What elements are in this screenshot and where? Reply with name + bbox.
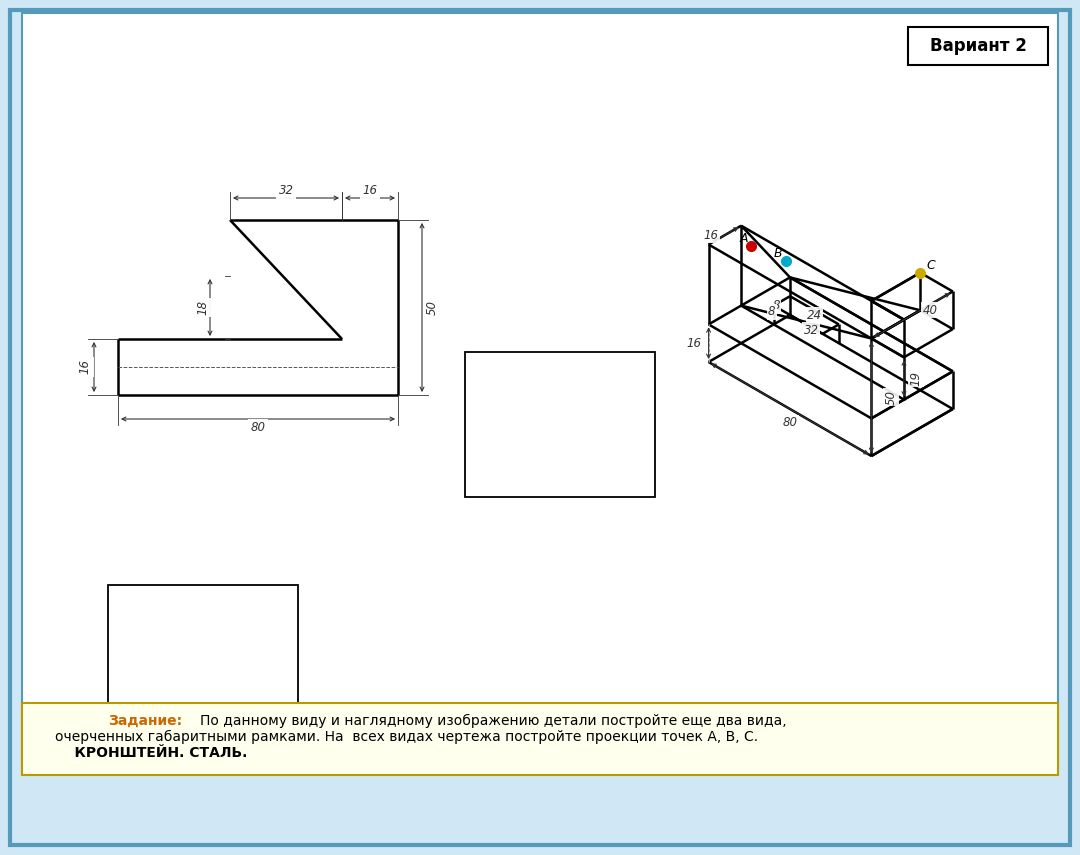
Text: 40: 40 xyxy=(922,304,937,316)
Text: Вариант 2: Вариант 2 xyxy=(930,37,1026,55)
Text: 80: 80 xyxy=(783,416,797,429)
Text: 16: 16 xyxy=(703,228,718,242)
Bar xyxy=(465,352,654,497)
Text: Задание:: Задание: xyxy=(108,714,183,728)
Text: очерченных габаритными рамками. На  всех видах чертежа постройте проекции точек : очерченных габаритными рамками. На всех … xyxy=(55,730,758,744)
Text: A: A xyxy=(740,232,747,245)
Text: 50: 50 xyxy=(426,300,438,315)
Text: B: B xyxy=(774,247,783,260)
Text: 16: 16 xyxy=(79,359,92,374)
Text: 19: 19 xyxy=(909,371,922,386)
Text: 18: 18 xyxy=(197,300,210,315)
Bar xyxy=(22,703,1058,775)
Bar xyxy=(22,13,1058,773)
Text: 50: 50 xyxy=(885,390,897,404)
Text: ЗВЯ: ЗВЯ xyxy=(38,702,64,715)
Text: КРОНШТЕЙН. СТАЛЬ.: КРОНШТЕЙН. СТАЛЬ. xyxy=(55,746,247,760)
Text: 16: 16 xyxy=(363,185,378,198)
Text: 8: 8 xyxy=(772,299,780,312)
Text: По данному виду и наглядному изображению детали постройте еще два вида,: По данному виду и наглядному изображению… xyxy=(200,714,786,728)
FancyBboxPatch shape xyxy=(908,27,1048,65)
Text: 80: 80 xyxy=(251,422,266,434)
Text: 16: 16 xyxy=(686,337,701,350)
Text: 8: 8 xyxy=(768,305,775,318)
Text: 24: 24 xyxy=(807,309,822,321)
Text: 32: 32 xyxy=(804,323,819,337)
Bar xyxy=(108,585,298,740)
Text: 32: 32 xyxy=(279,185,294,198)
Text: C: C xyxy=(927,259,935,272)
